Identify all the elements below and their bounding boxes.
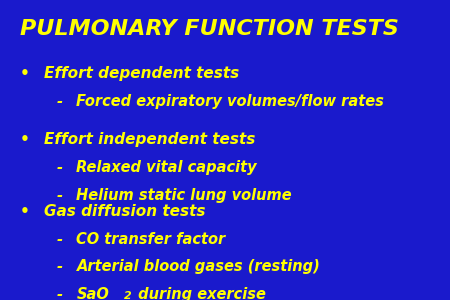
Text: -: - — [56, 259, 63, 274]
Text: Forced expiratory volumes/flow rates: Forced expiratory volumes/flow rates — [76, 94, 384, 109]
Text: •: • — [20, 132, 30, 147]
Text: Arterial blood gases (resting): Arterial blood gases (resting) — [76, 259, 320, 274]
Text: -: - — [56, 94, 63, 109]
Text: -: - — [56, 188, 63, 202]
Text: Relaxed vital capacity: Relaxed vital capacity — [76, 160, 257, 175]
Text: 2: 2 — [124, 291, 131, 300]
Text: Effort dependent tests: Effort dependent tests — [44, 66, 239, 81]
Text: Effort independent tests: Effort independent tests — [44, 132, 256, 147]
Text: during exercise: during exercise — [133, 287, 266, 300]
Text: PULMONARY FUNCTION TESTS: PULMONARY FUNCTION TESTS — [20, 19, 399, 39]
Text: Gas diffusion tests: Gas diffusion tests — [44, 204, 206, 219]
Text: •: • — [20, 204, 30, 219]
Text: CO transfer factor: CO transfer factor — [76, 232, 226, 247]
Text: -: - — [56, 160, 63, 175]
Text: -: - — [56, 232, 63, 247]
Text: Helium static lung volume: Helium static lung volume — [76, 188, 292, 202]
Text: SaO: SaO — [76, 287, 109, 300]
Text: •: • — [20, 66, 30, 81]
Text: -: - — [56, 287, 63, 300]
